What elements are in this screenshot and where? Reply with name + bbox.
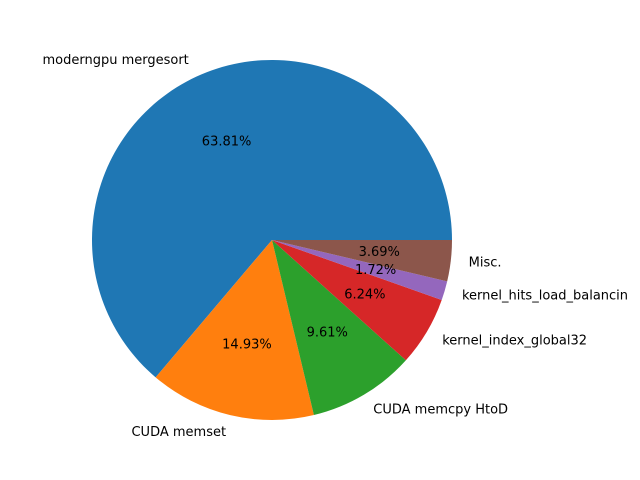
pie-category-label-1: CUDA memset	[131, 425, 226, 440]
pie-slice-2	[272, 240, 406, 416]
pie-percent-label-0: 63.81%	[202, 135, 252, 150]
pie-slice-0	[91, 60, 452, 378]
pie-percent-label-5: 3.69%	[359, 245, 400, 260]
pie-percent-label-3: 6.24%	[344, 288, 385, 303]
pie-category-label-2: CUDA memcpy HtoD	[373, 403, 508, 418]
pie-percent-label-1: 14.93%	[222, 338, 272, 353]
pie-percent-label-4: 1.72%	[355, 263, 396, 278]
pie-category-label-0: moderngpu mergesort	[42, 53, 188, 68]
pie-category-label-5: Misc.	[469, 255, 502, 270]
pie-percent-label-2: 9.61%	[307, 325, 348, 340]
pie-slice-1	[155, 240, 314, 420]
pie-slice-3	[272, 240, 442, 361]
pie-slice-5	[272, 240, 452, 282]
pie-slice-4	[272, 240, 448, 301]
pie-category-label-3: kernel_index_global32	[442, 334, 587, 349]
pie-category-label-4: kernel_hits_load_balancin	[462, 288, 628, 303]
pie-percent-labels: 63.81% 14.93% 9.61% 6.24% 1.72% 3.69%	[202, 135, 400, 353]
pie-category-labels: moderngpu mergesort CUDA memset CUDA memcp…	[42, 53, 628, 440]
pie-slices	[91, 60, 452, 420]
